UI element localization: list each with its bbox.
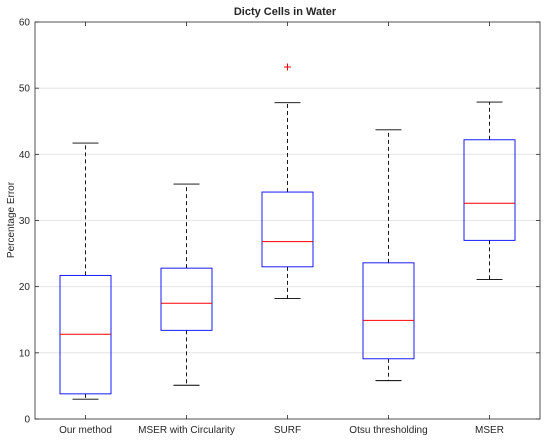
- box-group: [463, 101, 516, 280]
- y-tick-label: 20: [19, 282, 31, 293]
- y-tick-label: 60: [19, 18, 31, 29]
- boxes: [59, 63, 516, 400]
- y-tick-label: 40: [19, 150, 31, 161]
- box-iqr: [261, 191, 314, 268]
- y-tick-label: 10: [19, 348, 31, 359]
- box-iqr: [160, 267, 213, 331]
- x-tick-label: MSER: [475, 425, 504, 436]
- x-tick-label: Otsu thresholding: [349, 425, 427, 436]
- y-tick-label: 0: [24, 415, 30, 426]
- y-axis-label: Percentage Error: [6, 181, 17, 258]
- outlier-marker: [284, 63, 291, 71]
- box-group: [362, 129, 415, 382]
- box-group: [160, 183, 213, 386]
- x-tick-label: SURF: [274, 425, 301, 436]
- box-iqr: [463, 139, 516, 241]
- y-axis-ticks: 0 10 20 30 40 50 60: [19, 18, 540, 426]
- y-tick-label: 30: [19, 216, 31, 227]
- x-tick-label: MSER with Circularity: [138, 425, 235, 436]
- box-group: [261, 63, 314, 300]
- box-group: [59, 142, 112, 400]
- box-iqr: [362, 262, 415, 360]
- x-axis-ticks: Our method MSER with Circularity SURF Otsu …: [59, 22, 504, 436]
- x-tick-label: Our method: [59, 425, 112, 436]
- chart-title: Dicty Cells in Water: [234, 6, 337, 18]
- y-tick-label: 50: [19, 84, 31, 95]
